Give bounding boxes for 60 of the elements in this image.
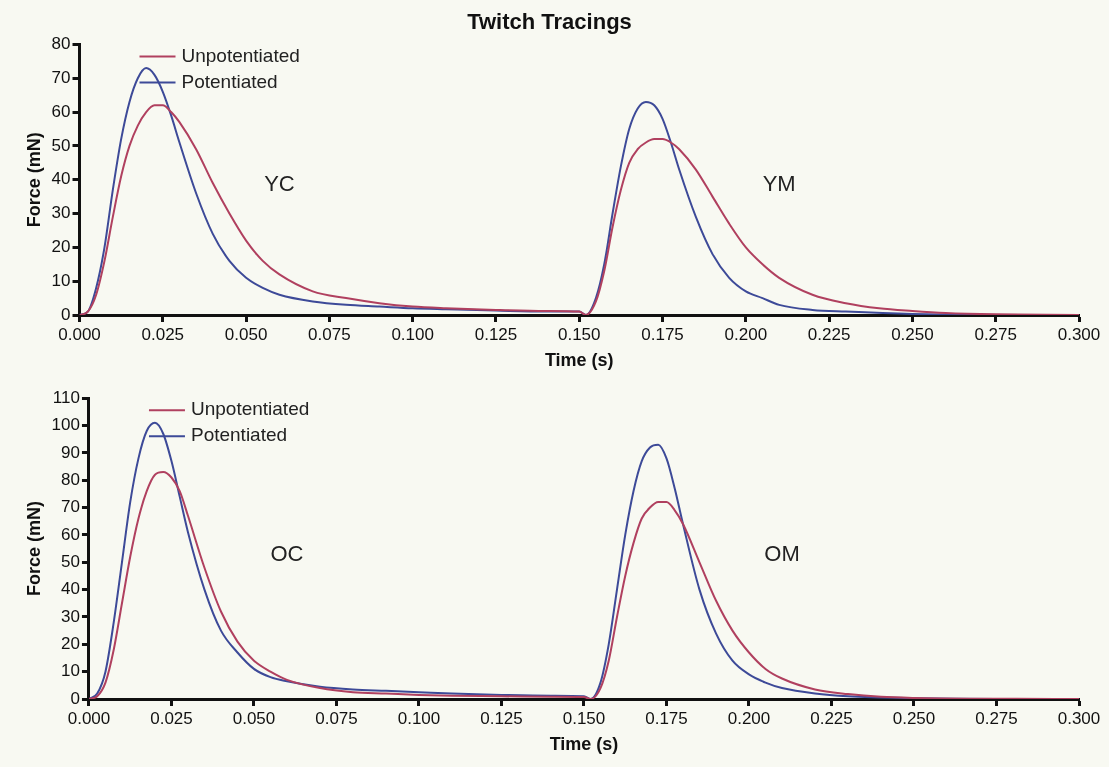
- x-tick-label: 0.125: [480, 708, 523, 728]
- x-tick-label: 0.175: [641, 324, 684, 344]
- x-tick-label: 0.200: [727, 708, 771, 728]
- y-tick-label: 80: [61, 469, 80, 489]
- y-tick-label: 60: [51, 101, 71, 121]
- y-axis-title: Force (mN): [23, 132, 44, 228]
- annotation: OM: [764, 540, 800, 566]
- y-tick-label: 40: [51, 169, 71, 189]
- x-axis-title: Time (s): [544, 350, 614, 371]
- x-tick-label: 0.000: [67, 708, 111, 728]
- y-tick-label: 80: [51, 34, 71, 54]
- x-tick-label: 0.100: [397, 708, 441, 728]
- y-axis-title: Force (mN): [23, 501, 44, 597]
- x-tick-label: 0.075: [315, 708, 358, 728]
- y-tick-label: 50: [61, 551, 80, 571]
- x-tick-label: 0.225: [810, 708, 853, 728]
- x-tick-label: 0.000: [58, 324, 101, 344]
- y-tick-label: 70: [61, 497, 80, 517]
- chart-title: Twitch Tracings: [467, 9, 632, 35]
- y-tick-label: 70: [51, 67, 71, 87]
- annotation: YC: [264, 171, 295, 197]
- x-tick-label: 0.100: [391, 324, 434, 344]
- x-tick-label: 0.050: [224, 324, 268, 344]
- y-tick-label: 30: [61, 606, 80, 626]
- legend-label: Potentiated: [181, 70, 278, 92]
- annotation: YM: [762, 171, 796, 197]
- y-tick-label: 0: [61, 304, 71, 324]
- x-tick-label: 0.025: [141, 324, 185, 344]
- y-tick-label: 0: [70, 688, 80, 708]
- y-tick-label: 10: [51, 270, 71, 290]
- y-tick-label: 100: [51, 415, 80, 435]
- x-tick-label: 0.150: [562, 708, 606, 728]
- x-axis-title: Time (s): [549, 734, 619, 755]
- y-tick-label: 30: [51, 203, 71, 223]
- x-tick-label: 0.225: [807, 324, 851, 344]
- x-tick-label: 0.200: [724, 324, 768, 344]
- y-tick-label: 10: [61, 661, 80, 681]
- x-tick-label: 0.050: [232, 708, 276, 728]
- x-tick-label: 0.250: [891, 324, 934, 344]
- annotation: OC: [270, 540, 304, 566]
- legend-label: Unpotentiated: [181, 44, 300, 66]
- legend-label: Potentiated: [190, 424, 288, 446]
- x-tick-label: 0.175: [645, 708, 688, 728]
- x-tick-label: 0.150: [557, 324, 601, 344]
- x-tick-label: 0.300: [1057, 324, 1101, 344]
- y-tick-label: 20: [51, 237, 71, 257]
- y-tick-label: 110: [52, 387, 80, 407]
- legend-label: Unpotentiated: [190, 398, 310, 420]
- x-tick-label: 0.125: [474, 324, 518, 344]
- x-tick-label: 0.300: [1057, 708, 1101, 728]
- x-tick-label: 0.275: [974, 324, 1017, 344]
- y-tick-label: 50: [51, 135, 71, 155]
- y-tick-label: 60: [61, 524, 80, 544]
- y-tick-label: 90: [61, 442, 80, 462]
- x-tick-label: 0.275: [975, 708, 1018, 728]
- y-tick-label: 20: [61, 634, 80, 653]
- y-tick-label: 40: [61, 579, 80, 599]
- x-tick-label: 0.075: [308, 324, 351, 344]
- x-tick-label: 0.250: [892, 708, 936, 728]
- x-tick-label: 0.025: [150, 708, 193, 728]
